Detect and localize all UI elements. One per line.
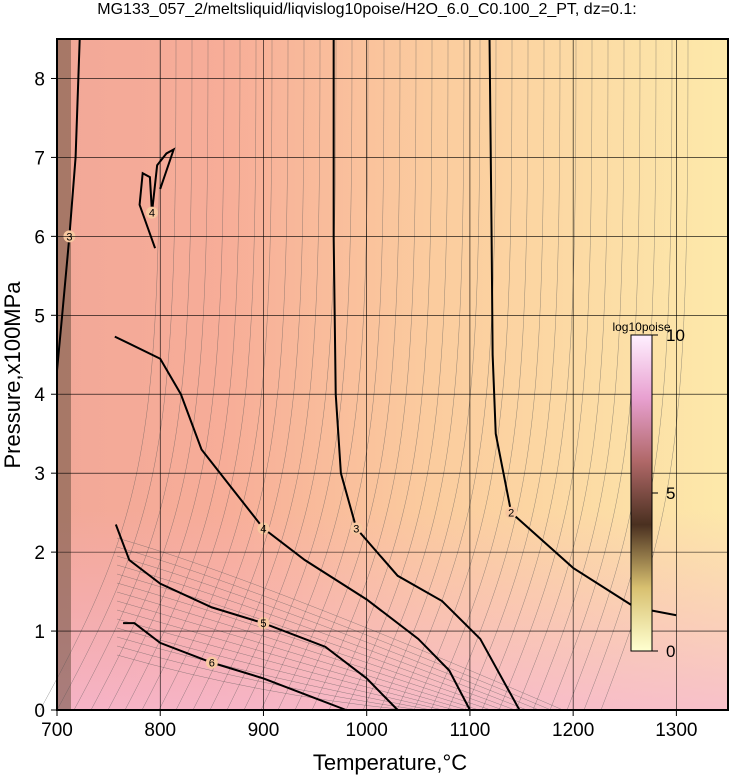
thin-contour (116, 546, 552, 711)
thin-contour (116, 654, 408, 711)
contour-label-bg (205, 656, 218, 669)
thin-contour (116, 600, 480, 711)
contour-label-bg (505, 506, 518, 519)
y-tick-label: 3 (34, 464, 45, 485)
plot-frame (56, 38, 729, 711)
contour-label: 2 (508, 508, 514, 520)
y-tick-label: 4 (34, 385, 45, 406)
colorbar-label: log10poise (612, 320, 670, 334)
x-tick-label: 1200 (552, 720, 594, 741)
thin-contour (116, 645, 420, 711)
thin-contour (116, 609, 468, 711)
thin-contour (116, 636, 432, 711)
x-tick-label: 1100 (449, 720, 490, 741)
thin-contour (116, 555, 540, 711)
chart-title: MG133_057_2/meltsliquid/liqvislog10poise… (97, 1, 636, 18)
thin-contour (116, 582, 504, 711)
y-axis-label: Pressure,x100MPa (0, 281, 25, 469)
thin-contour (116, 573, 516, 711)
x-tick-label: 800 (144, 720, 176, 741)
thin-contour (116, 591, 492, 711)
thin-contour (116, 618, 456, 711)
contour-line (114, 524, 399, 711)
colorbar-tick-label: 10 (666, 326, 685, 345)
y-tick-label: 6 (34, 227, 45, 248)
y-tick-label: 1 (34, 622, 45, 643)
x-tick-label: 900 (248, 720, 280, 741)
y-tick-label: 8 (34, 69, 45, 90)
colorbar-tick-label: 5 (666, 484, 675, 503)
x-tick-label: 700 (41, 720, 73, 741)
contour-label: 4 (149, 208, 155, 220)
left-dark-band (57, 39, 71, 710)
x-tick-label: 1000 (346, 720, 388, 741)
contour-label: 3 (66, 231, 72, 243)
contour-label-bg (350, 522, 363, 535)
colorbar (630, 334, 653, 652)
thin-contour (116, 537, 564, 711)
y-tick-label: 0 (34, 701, 45, 722)
contour-label: 3 (353, 523, 359, 535)
contour-label-bg (145, 206, 158, 219)
colorbar-tick-label: 0 (666, 642, 675, 661)
x-tick-label: 1300 (655, 720, 697, 741)
y-tick-label: 7 (34, 148, 45, 169)
contour-label: 6 (209, 658, 215, 670)
y-tick-label: 2 (34, 543, 45, 564)
x-axis-label: Temperature,°C (313, 750, 467, 775)
y-tick-label: 5 (34, 306, 45, 327)
